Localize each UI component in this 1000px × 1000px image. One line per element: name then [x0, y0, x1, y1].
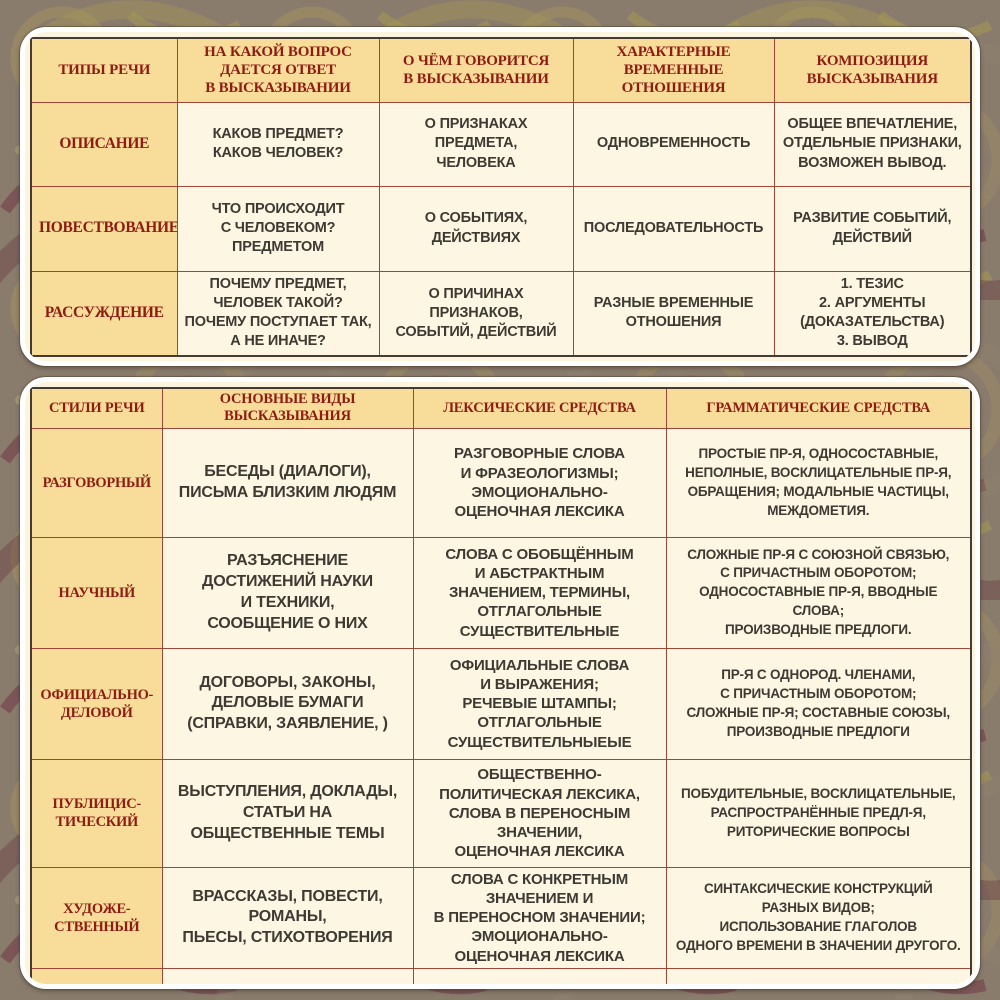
types-of-speech-table: ТИПЫ РЕЧИ НА КАКОЙ ВОПРОС ДАЕТСЯ ОТВЕТ В… — [30, 37, 972, 357]
body-cell: ОФИЦИАЛЬНЫЕ СЛОВА И ВЫРАЖЕНИЯ; РЕЧЕВЫЕ Ш… — [412, 647, 667, 760]
table-row: РАССУЖДЕНИЕ ПОЧЕМУ ПРЕДМЕТ, ЧЕЛОВЕК ТАКО… — [30, 270, 972, 357]
row-label: ХУДОЖЕ- СТВЕННЫЙ — [30, 866, 163, 969]
body-cell: ОБЩЕЕ ВПЕЧАТЛЕНИЕ, ОТДЕЛЬНЫЕ ПРИЗНАКИ, В… — [773, 101, 972, 187]
body-cell: РАЗГОВОРНЫЕ СЛОВА И ФРАЗЕОЛОГИЗМЫ; ЭМОЦИ… — [412, 427, 667, 538]
body-cell: ПРОСТЫЕ ПР-Я, ОДНОСОСТАВНЫЕ, НЕПОЛНЫЕ, В… — [665, 427, 972, 538]
table-row-clipped — [30, 967, 972, 984]
table-header-row: ТИПЫ РЕЧИ НА КАКОЙ ВОПРОС ДАЕТСЯ ОТВЕТ В… — [30, 37, 972, 103]
body-cell: О ПРИЗНАКАХ ПРЕДМЕТА, ЧЕЛОВЕКА — [378, 101, 574, 187]
empty-cell — [412, 967, 667, 984]
body-cell: ПОБУДИТЕЛЬНЫЕ, ВОСКЛИЦАТЕЛЬНЫЕ, РАСПРОСТ… — [665, 758, 972, 868]
header-cell: О ЧЁМ ГОВОРИТСЯ В ВЫСКАЗЫВАНИИ — [378, 37, 574, 103]
body-cell: СЛОЖНЫЕ ПР-Я С СОЮЗНОЙ СВЯЗЬЮ, С ПРИЧАСТ… — [665, 536, 972, 649]
types-of-speech-panel: ТИПЫ РЕЧИ НА КАКОЙ ВОПРОС ДАЕТСЯ ОТВЕТ В… — [20, 27, 980, 366]
header-cell: ХАРАКТЕРНЫЕ ВРЕМЕННЫЕ ОТНОШЕНИЯ — [572, 37, 775, 103]
body-cell: БЕСЕДЫ (ДИАЛОГИ), ПИСЬМА БЛИЗКИМ ЛЮДЯМ — [161, 427, 414, 538]
body-cell: КАКОВ ПРЕДМЕТ? КАКОВ ЧЕЛОВЕК? — [176, 101, 380, 187]
body-cell: ОБЩЕСТВЕННО- ПОЛИТИЧЕСКАЯ ЛЕКСИКА, СЛОВА… — [412, 758, 667, 868]
empty-cell — [161, 967, 414, 984]
row-label: РАССУЖДЕНИЕ — [30, 270, 178, 357]
body-cell: ПОЧЕМУ ПРЕДМЕТ, ЧЕЛОВЕК ТАКОЙ? ПОЧЕМУ ПО… — [176, 270, 380, 357]
body-cell: ОДНОВРЕМЕННОСТЬ — [572, 101, 775, 187]
body-cell: ВЫСТУПЛЕНИЯ, ДОКЛАДЫ, СТАТЬИ НА ОБЩЕСТВЕ… — [161, 758, 414, 868]
styles-of-speech-table: СТИЛИ РЕЧИ ОСНОВНЫЕ ВИДЫ ВЫСКАЗЫВАНИЯ ЛЕ… — [30, 387, 972, 984]
row-label: ПОВЕСТВОВАНИЕ — [30, 185, 178, 272]
header-cell: КОМПОЗИЦИЯ ВЫСКАЗЫВАНИЯ — [773, 37, 972, 103]
body-cell: СЛОВА С КОНКРЕТНЫМ ЗНАЧЕНИЕМ И В ПЕРЕНОС… — [412, 866, 667, 969]
header-cell: НА КАКОЙ ВОПРОС ДАЕТСЯ ОТВЕТ В ВЫСКАЗЫВА… — [176, 37, 380, 103]
table-row: ПУБЛИЦИС- ТИЧЕСКИЙ ВЫСТУПЛЕНИЯ, ДОКЛАДЫ,… — [30, 758, 972, 868]
body-cell: О СОБЫТИЯХ, ДЕЙСТВИЯХ — [378, 185, 574, 272]
table-row: ОПИСАНИЕ КАКОВ ПРЕДМЕТ? КАКОВ ЧЕЛОВЕК? О… — [30, 101, 972, 187]
row-label: ПУБЛИЦИС- ТИЧЕСКИЙ — [30, 758, 163, 868]
table-row: ХУДОЖЕ- СТВЕННЫЙ ВРАССКАЗЫ, ПОВЕСТИ, РОМ… — [30, 866, 972, 969]
body-cell: ПОСЛЕДОВАТЕЛЬНОСТЬ — [572, 185, 775, 272]
table-row: НАУЧНЫЙ РАЗЪЯСНЕНИЕ ДОСТИЖЕНИЙ НАУКИ И Т… — [30, 536, 972, 649]
empty-cell — [665, 967, 972, 984]
table-title: ТИПЫ РЕЧИ — [30, 37, 178, 103]
row-label: НАУЧНЫЙ — [30, 536, 163, 649]
empty-cell — [30, 967, 163, 984]
body-cell: ЧТО ПРОИСХОДИТ С ЧЕЛОВЕКОМ? ПРЕДМЕТОМ — [176, 185, 380, 272]
body-cell: ВРАССКАЗЫ, ПОВЕСТИ, РОМАНЫ, ПЬЕСЫ, СТИХО… — [161, 866, 414, 969]
body-cell: СИНТАКСИЧЕСКИЕ КОНСТРУКЦИЙ РАЗНЫХ ВИДОВ;… — [665, 866, 972, 969]
row-label: ОФИЦИАЛЬНО- ДЕЛОВОЙ — [30, 647, 163, 760]
header-cell: ГРАММАТИЧЕСКИЕ СРЕДСТВА — [665, 387, 972, 429]
body-cell: 1. ТЕЗИС 2. АРГУМЕНТЫ (ДОКАЗАТЕЛЬСТВА) 3… — [773, 270, 972, 357]
row-label: ОПИСАНИЕ — [30, 101, 178, 187]
body-cell: СЛОВА С ОБОБЩЁННЫМ И АБСТРАКТНЫМ ЗНАЧЕНИ… — [412, 536, 667, 649]
header-cell: ОСНОВНЫЕ ВИДЫ ВЫСКАЗЫВАНИЯ — [161, 387, 414, 429]
body-cell: ДОГОВОРЫ, ЗАКОНЫ, ДЕЛОВЫЕ БУМАГИ (СПРАВК… — [161, 647, 414, 760]
table-row: ПОВЕСТВОВАНИЕ ЧТО ПРОИСХОДИТ С ЧЕЛОВЕКОМ… — [30, 185, 972, 272]
body-cell: О ПРИЧИНАХ ПРИЗНАКОВ, СОБЫТИЙ, ДЕЙСТВИЙ — [378, 270, 574, 357]
table-header-row: СТИЛИ РЕЧИ ОСНОВНЫЕ ВИДЫ ВЫСКАЗЫВАНИЯ ЛЕ… — [30, 387, 972, 429]
body-cell: РАЗВИТИЕ СОБЫТИЙ, ДЕЙСТВИЙ — [773, 185, 972, 272]
styles-of-speech-panel: СТИЛИ РЕЧИ ОСНОВНЫЕ ВИДЫ ВЫСКАЗЫВАНИЯ ЛЕ… — [20, 377, 980, 989]
header-cell: ЛЕКСИЧЕСКИЕ СРЕДСТВА — [412, 387, 667, 429]
body-cell: ПР-Я С ОДНОРОД. ЧЛЕНАМИ, С ПРИЧАСТНЫМ ОБ… — [665, 647, 972, 760]
body-cell: РАЗЪЯСНЕНИЕ ДОСТИЖЕНИЙ НАУКИ И ТЕХНИКИ, … — [161, 536, 414, 649]
table-row: ОФИЦИАЛЬНО- ДЕЛОВОЙ ДОГОВОРЫ, ЗАКОНЫ, ДЕ… — [30, 647, 972, 760]
row-label: РАЗГОВОРНЫЙ — [30, 427, 163, 538]
table-row: РАЗГОВОРНЫЙ БЕСЕДЫ (ДИАЛОГИ), ПИСЬМА БЛИ… — [30, 427, 972, 538]
body-cell: РАЗНЫЕ ВРЕМЕННЫЕ ОТНОШЕНИЯ — [572, 270, 775, 357]
table-title: СТИЛИ РЕЧИ — [30, 387, 163, 429]
